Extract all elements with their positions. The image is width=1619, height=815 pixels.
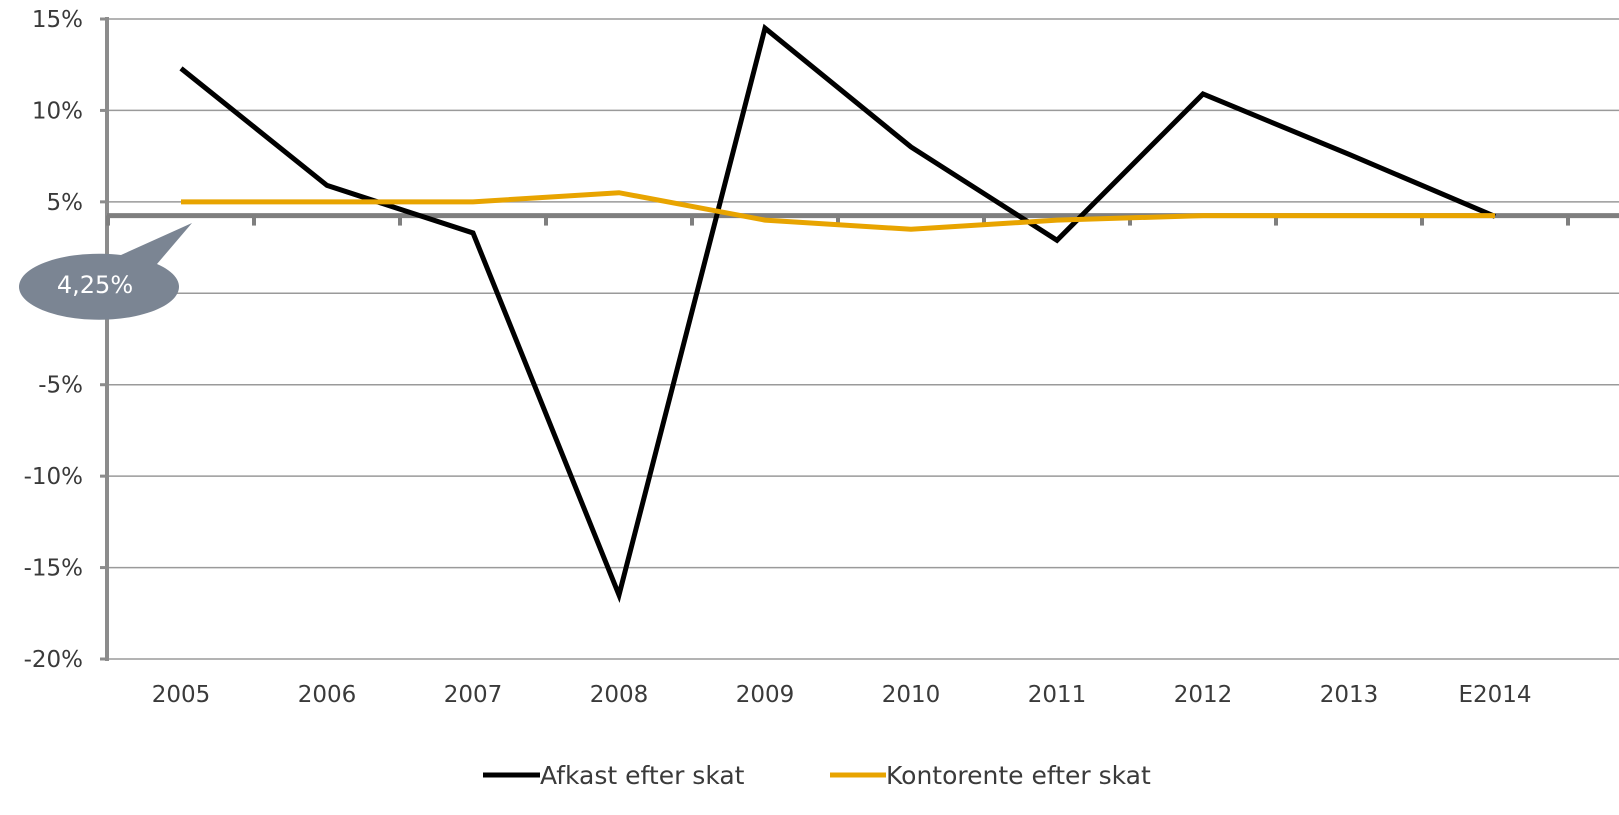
x-tick-label: 2005 [152, 682, 211, 708]
y-tick-label: 5% [47, 190, 84, 216]
x-tick-label: 2011 [1028, 682, 1087, 708]
legend: Afkast efter skat Kontorente efter skat [483, 761, 1151, 790]
callout-bubble [18, 223, 192, 320]
x-tick-label: 2012 [1174, 682, 1233, 708]
x-tick-label: 2007 [444, 682, 503, 708]
reference-callout: 4,25% [18, 223, 192, 320]
x-tick-label: E2014 [1458, 682, 1531, 708]
callout-label: 4,25% [57, 271, 133, 299]
y-tick-labels: 15% 10% 5% -5% -10% -15% -20% [24, 7, 83, 673]
y-tick-label: 10% [32, 98, 83, 124]
y-tick-label: -5% [38, 373, 83, 399]
x-tick-label: 2009 [736, 682, 795, 708]
x-tick-label: 2010 [882, 682, 941, 708]
x-tick-label: 2008 [590, 682, 649, 708]
x-tick-label: 2013 [1320, 682, 1379, 708]
gridlines [107, 18, 1619, 660]
y-tick-label: -15% [24, 556, 83, 582]
axes [100, 17, 109, 661]
x-tick-labels: 2005 2006 2007 2008 2009 2010 2011 2012 2013 E201… [152, 682, 1532, 708]
legend-label-afkast: Afkast efter skat [540, 761, 745, 790]
y-tick-label: -10% [24, 464, 83, 490]
x-tick-label: 2006 [298, 682, 357, 708]
y-tick-label: 15% [32, 7, 83, 33]
series-line-kontorente [181, 190, 1495, 232]
series-lines [179, 23, 1496, 603]
legend-label-kontorente: Kontorente efter skat [886, 761, 1151, 790]
y-tick-label: -20% [24, 647, 83, 673]
series-line-afkast [179, 23, 1496, 603]
